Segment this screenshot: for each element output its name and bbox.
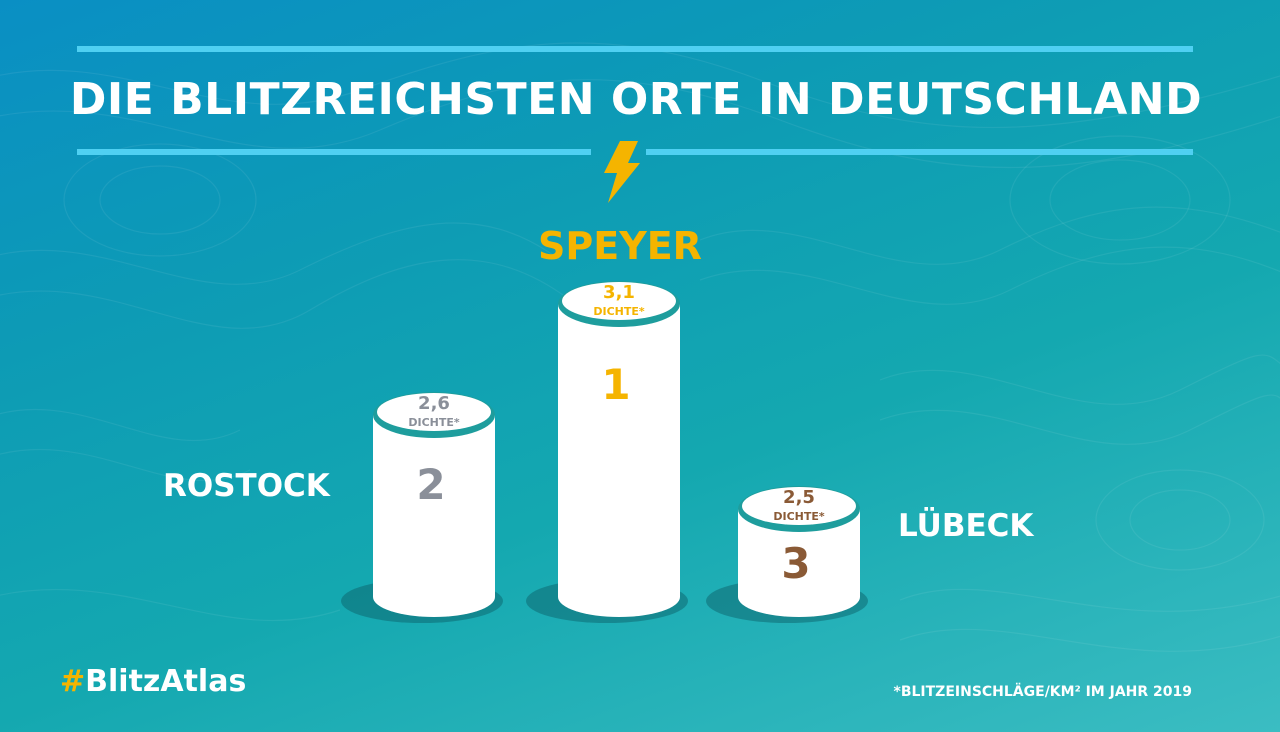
title-rule-bottom-right [646, 149, 1193, 155]
rank-number: 3 [781, 539, 810, 588]
podium-luebeck: 2,5 DICHTE* 3 [706, 486, 868, 623]
city-label-luebeck: LÜBECK [898, 508, 1034, 544]
value-label: 3,1 [603, 282, 635, 303]
rank-number: 2 [416, 460, 445, 509]
lightning-bolt-icon [604, 141, 640, 203]
value-label: 2,5 [783, 487, 815, 508]
podium-bottom [558, 577, 680, 617]
podium-body [373, 415, 495, 597]
unit-label: DICHTE* [408, 416, 460, 429]
podium-bottom [373, 577, 495, 617]
value-label: 2,6 [418, 393, 450, 414]
city-label-rostock: ROSTOCK [163, 468, 330, 504]
title-rule-bottom-left [77, 149, 591, 155]
hashtag-symbol: # [60, 664, 86, 699]
page-title: DIE BLITZREICHSTEN ORTE IN DEUTSCHLAND [69, 74, 1203, 125]
unit-label: DICHTE* [773, 510, 825, 523]
hashtag-text: BlitzAtlas [85, 664, 247, 699]
unit-label: DICHTE* [593, 305, 645, 318]
podium-speyer: 3,1 DICHTE* 1 [526, 281, 688, 623]
hashtag-blitzatlas: #BlitzAtlas [60, 664, 246, 699]
podium-top-face [742, 487, 856, 525]
podium-bottom [738, 577, 860, 617]
footnote: *BLITZEINSCHLÄGE/KM² IM JAHR 2019 [893, 684, 1193, 700]
podium-body [558, 304, 680, 597]
rank-number: 1 [601, 360, 630, 409]
winner-city-label: SPEYER [538, 224, 702, 268]
podium-rostock: 2,6 DICHTE* 2 [341, 392, 503, 623]
title-rule-top [77, 46, 1193, 52]
podium-top-face [562, 282, 676, 320]
podium-top-face [377, 393, 491, 431]
